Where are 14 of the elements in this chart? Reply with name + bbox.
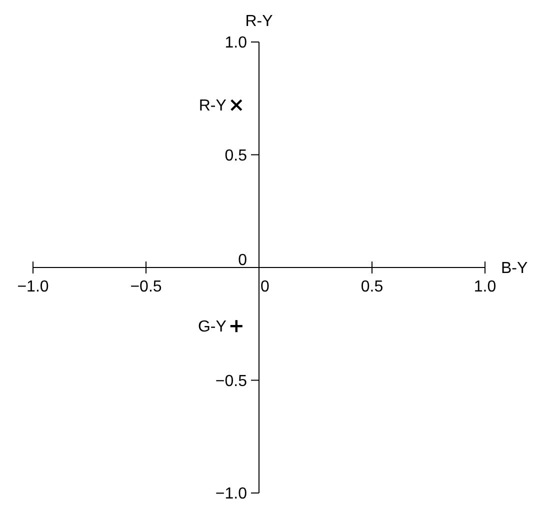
series-label: R-Y	[198, 98, 227, 115]
y-axis-title: R-Y	[245, 13, 274, 30]
x-tick-label: 0	[260, 278, 270, 296]
x-tick-label: 1.0	[474, 278, 496, 296]
x-tick-label: −1.0	[17, 278, 49, 296]
y-tick-label: 1.0	[224, 34, 248, 52]
series-label: G-Y	[198, 318, 227, 336]
y-tick-label: 0.5	[224, 147, 248, 164]
x-tick-label: 0.5	[360, 278, 384, 296]
y-tick-label: −1.0	[215, 486, 248, 503]
x-tick-label: −0.5	[130, 278, 162, 296]
x-axis-title: B-Y	[501, 260, 528, 278]
y-tick-label: −0.5	[215, 372, 248, 390]
y-tick-label: 0	[238, 252, 248, 270]
